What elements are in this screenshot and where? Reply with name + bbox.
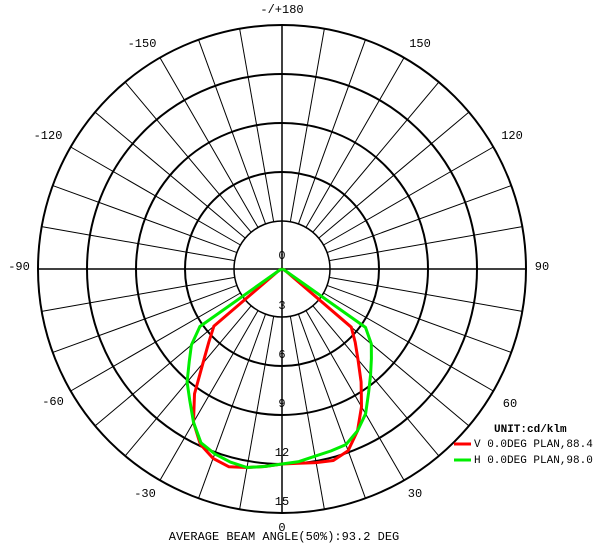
spoke-200: [198, 39, 267, 225]
spoke-40: [312, 305, 440, 457]
angle-label-bottom: 0: [278, 521, 285, 535]
radial-tick-labels: 0 3 6 9 12 15: [275, 249, 289, 509]
spoke-70: [326, 284, 512, 353]
spoke-260: [41, 226, 235, 262]
spoke-190: [239, 28, 275, 222]
light-distribution-curves: [185, 267, 373, 469]
spoke-10: [289, 316, 325, 510]
spoke-250: [52, 185, 238, 254]
spoke-330: [159, 310, 259, 481]
legend-entry-h: H 0.0DEG PLAN,98.0: [474, 455, 593, 467]
spoke-300: [70, 292, 241, 392]
spoke-340: [198, 313, 267, 499]
spoke-220: [124, 81, 252, 233]
spoke-30: [305, 310, 405, 481]
spoke-160: [297, 39, 366, 225]
spoke-230: [94, 111, 246, 239]
angle-label-lower-left: -60: [42, 395, 64, 409]
spoke-130: [318, 111, 470, 239]
spoke-80: [329, 276, 523, 312]
spoke-210: [159, 57, 259, 228]
angle-label-top: -/+180: [260, 3, 303, 17]
spoke-350: [239, 316, 275, 510]
spoke-290: [52, 284, 238, 353]
radial-tick-label: 6: [278, 348, 285, 362]
spoke-60: [323, 292, 494, 392]
radial-tick-label: 3: [278, 299, 285, 313]
radial-tick-label: 9: [278, 397, 285, 411]
angle-label-right: 90: [535, 260, 549, 274]
spoke-140: [312, 81, 440, 233]
spoke-100: [329, 226, 523, 262]
spoke-120: [323, 146, 494, 246]
angle-label-upper-left: -150: [128, 37, 157, 51]
angle-label-lower-right: 60: [503, 397, 517, 411]
beam-angle-footer: AVERAGE BEAM ANGLE(50%):93.2 DEG: [169, 530, 399, 544]
angle-label-left: -90: [8, 260, 30, 274]
spoke-110: [326, 185, 512, 254]
unit-label: UNIT:cd/klm: [494, 424, 567, 436]
legend-entry-v: V 0.0DEG PLAN,88.4: [474, 439, 593, 451]
angle-label-mid-right-high: 120: [501, 129, 523, 143]
series-curve-h: [185, 267, 373, 469]
radial-tick-label: 0: [278, 249, 285, 263]
angle-label-bottom-right: 30: [408, 487, 422, 501]
angle-label-mid-left-high: -120: [34, 129, 63, 143]
angle-label-upper-right: 150: [409, 37, 431, 51]
spoke-240: [70, 146, 241, 246]
angle-label-bottom-left: -30: [134, 487, 156, 501]
spoke-20: [297, 313, 366, 499]
radial-tick-label: 12: [275, 446, 289, 460]
spoke-150: [305, 57, 405, 228]
radial-tick-label: 15: [275, 495, 289, 509]
spoke-170: [289, 28, 325, 222]
spoke-280: [41, 276, 235, 312]
